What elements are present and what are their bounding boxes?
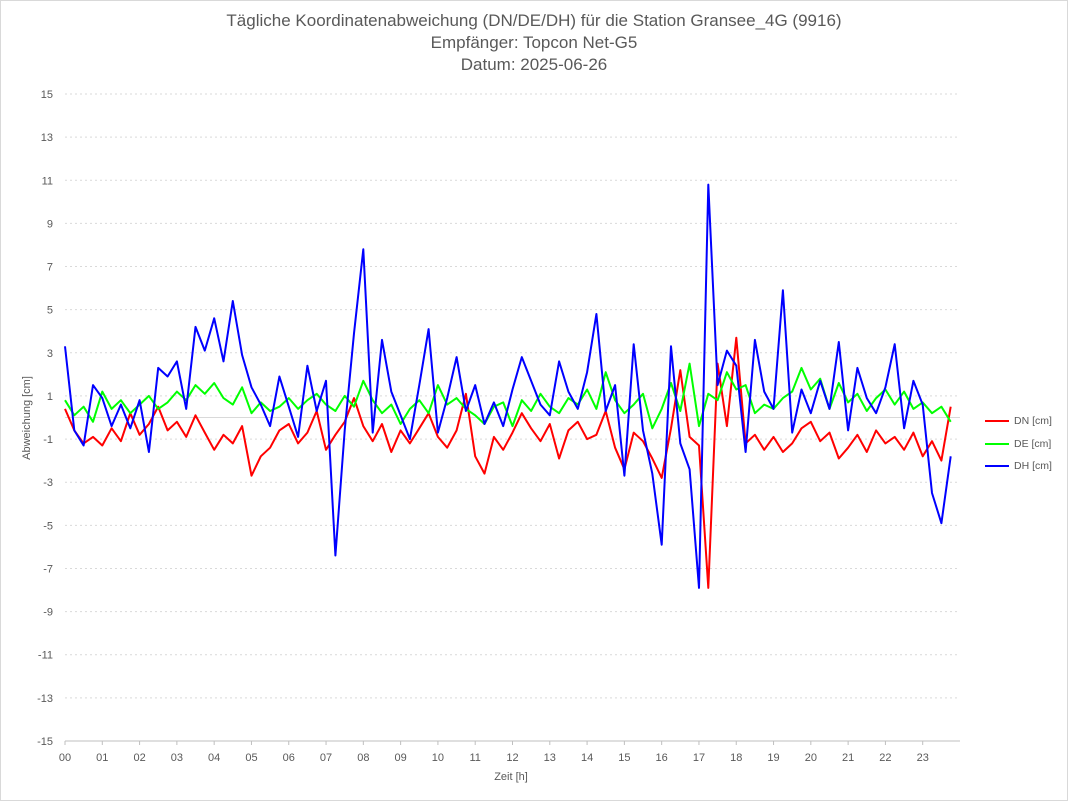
x-tick-label: 21 [842,752,854,764]
series-line-de [64,362,952,430]
legend-item-dh: DH [cm] [985,455,1052,478]
y-tick-label: 9 [47,218,53,230]
y-tick-label: -9 [43,607,53,619]
legend-item-dn: DN [cm] [985,410,1052,433]
x-tick-label: 18 [730,752,742,764]
y-tick-label: 1 [47,391,53,403]
x-tick-labels: 00 01 02 03 04 05 06 07 08 09 10 11 12 13 14 15 16 17 18 19… [59,741,929,764]
y-tick-label: 15 [41,89,53,101]
x-tick-label: 16 [656,752,668,764]
legend-swatch-de [985,442,1009,445]
legend-label-dn: DN [cm] [1014,415,1052,428]
legend-item-de: DE [cm] [985,433,1052,456]
x-tick-label: 14 [581,752,593,764]
chart-title: Tägliche Koordinatenabweichung (DN/DE/DH… [0,10,1068,76]
y-tick-label: -7 [43,563,53,575]
x-axis-label: Zeit [h] [494,771,528,783]
x-tick-label: 05 [245,752,257,764]
x-tick-label: 03 [171,752,183,764]
x-tick-label: 19 [767,752,779,764]
x-tick-label: 02 [133,752,145,764]
y-tick-label: 3 [47,348,53,360]
legend: DN [cm] DE [cm] DH [cm] [985,410,1052,478]
y-tick-label: -13 [37,693,53,705]
legend-swatch-dh [985,465,1009,468]
x-tick-label: 15 [618,752,630,764]
x-tick-label: 11 [469,752,480,764]
legend-label-dh: DH [cm] [1014,460,1052,473]
y-tick-label: -1 [43,434,53,446]
y-tick-label: -5 [43,520,53,532]
y-tick-label: 11 [42,175,53,187]
y-axis-label: Abweichung [cm] [21,376,33,460]
x-tick-label: 00 [59,752,71,764]
y-tick-label: 5 [47,305,53,317]
y-tick-label: 13 [41,132,53,144]
series-lines [64,183,952,589]
y-tick-label: 7 [47,262,53,274]
y-tick-labels: 15 13 11 9 7 5 3 1 -1 -3 -5 -7 -9 -11 -13 -15 [37,89,53,748]
x-tick-label: 17 [693,752,705,764]
y-tick-label: -11 [38,650,53,662]
grid-lines [65,93,960,742]
x-tick-label: 20 [805,752,817,764]
x-tick-label: 04 [208,752,220,764]
x-tick-label: 22 [879,752,891,764]
legend-label-de: DE [cm] [1014,437,1052,450]
x-tick-label: 08 [357,752,369,764]
y-tick-label: -3 [43,477,53,489]
x-tick-label: 07 [320,752,332,764]
chart-title-line-3: Datum: 2025-06-26 [460,55,608,74]
y-tick-label: -15 [37,736,53,748]
series-line-dh [64,183,952,589]
x-tick-label: 06 [283,752,295,764]
legend-swatch-dn [985,420,1009,423]
series-line-dn [64,336,952,589]
x-tick-label: 13 [544,752,556,764]
chart-title-line-2: Empfänger: Topcon Net-G5 [430,33,638,52]
x-tick-label: 10 [432,752,444,764]
x-tick-label: 09 [395,752,407,764]
x-tick-label: 12 [506,752,518,764]
x-tick-label: 23 [917,752,929,764]
chart-title-line-1: Tägliche Koordinatenabweichung (DN/DE/DH… [226,11,842,30]
x-tick-label: 01 [96,752,108,764]
